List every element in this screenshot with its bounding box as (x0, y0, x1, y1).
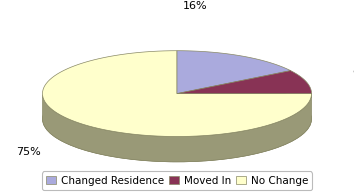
Ellipse shape (42, 76, 312, 162)
Text: 75%: 75% (16, 147, 41, 157)
Polygon shape (42, 51, 312, 136)
Polygon shape (177, 71, 312, 94)
Text: 16%: 16% (182, 1, 207, 11)
Polygon shape (42, 94, 312, 162)
Text: 9%: 9% (352, 69, 354, 79)
Polygon shape (177, 51, 291, 94)
Legend: Changed Residence, Moved In, No Change: Changed Residence, Moved In, No Change (42, 171, 312, 190)
